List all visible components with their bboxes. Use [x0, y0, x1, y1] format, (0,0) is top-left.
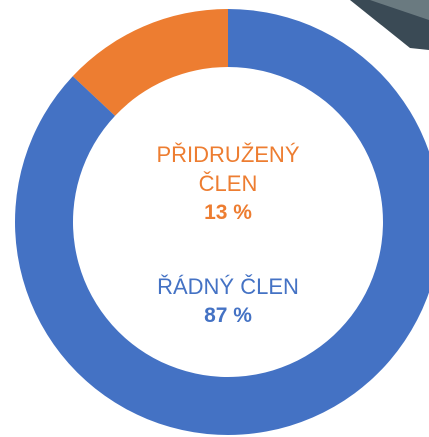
photo-fragment: [370, 0, 429, 20]
donut-segment: [72, 9, 229, 116]
value-label: 13 %: [204, 201, 252, 224]
value-label: 87 %: [204, 304, 252, 327]
segment-label: ŘÁDNÝ ČLEN 87 %: [128, 272, 328, 330]
category-label: ŘÁDNÝ ČLEN: [157, 274, 299, 299]
segment-label: PŘIDRUŽENÝ ČLEN 13 %: [128, 140, 328, 227]
category-label: PŘIDRUŽENÝ ČLEN: [156, 142, 300, 196]
